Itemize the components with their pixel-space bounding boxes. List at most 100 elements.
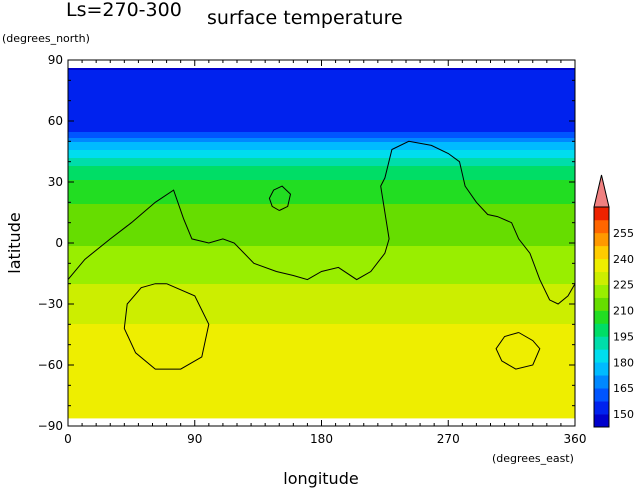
temperature-band bbox=[68, 324, 575, 327]
temperature-band bbox=[68, 396, 575, 399]
temperature-band bbox=[68, 272, 575, 275]
temperature-band bbox=[68, 176, 575, 179]
temperature-band bbox=[68, 406, 575, 409]
temperature-band bbox=[68, 372, 575, 375]
colorbar-label: 165 bbox=[613, 382, 634, 395]
temperature-band bbox=[68, 242, 575, 245]
temperature-band bbox=[68, 236, 575, 239]
y-tick-label: −30 bbox=[38, 297, 63, 311]
temperature-band bbox=[68, 82, 575, 85]
temperature-band bbox=[68, 380, 575, 383]
temperature-band bbox=[68, 360, 575, 363]
temperature-band bbox=[68, 368, 575, 371]
temperature-band bbox=[68, 114, 575, 117]
temperature-band bbox=[68, 150, 575, 153]
temperature-band bbox=[68, 344, 575, 347]
colorbar-label: 195 bbox=[613, 330, 634, 343]
x-axis-label: longitude bbox=[283, 469, 358, 488]
temperature-band bbox=[68, 250, 575, 253]
temperature-band bbox=[68, 412, 575, 415]
temperature-band bbox=[68, 188, 575, 191]
temperature-band bbox=[68, 190, 575, 193]
temperature-band bbox=[68, 116, 575, 119]
temperature-band bbox=[68, 414, 575, 417]
colorbar-swatch bbox=[594, 245, 609, 260]
temperature-band bbox=[68, 124, 575, 127]
temperature-band bbox=[68, 78, 575, 81]
temperature-band bbox=[68, 246, 575, 249]
temperature-band bbox=[68, 220, 575, 223]
temperature-band bbox=[68, 282, 575, 285]
temperature-band bbox=[68, 398, 575, 401]
colorbar-overflow-arrow bbox=[593, 174, 610, 208]
temperature-band bbox=[68, 144, 575, 147]
temperature-band bbox=[68, 186, 575, 189]
x-tick-label: 270 bbox=[437, 432, 460, 446]
temperature-band bbox=[68, 156, 575, 159]
temperature-band bbox=[68, 96, 575, 99]
temperature-band bbox=[68, 302, 575, 305]
temperature-band bbox=[68, 142, 575, 145]
temperature-band bbox=[68, 408, 575, 411]
temperature-band bbox=[68, 306, 575, 309]
y-axis-label: latitude bbox=[5, 212, 24, 273]
colorbar-swatch bbox=[594, 336, 609, 350]
temperature-band bbox=[68, 326, 575, 329]
temperature-band bbox=[68, 388, 575, 391]
temperature-band bbox=[68, 376, 575, 379]
temperature-band bbox=[68, 110, 575, 113]
season-label: Ls=270-300 bbox=[66, 0, 182, 21]
temperature-band bbox=[68, 258, 575, 261]
temperature-band bbox=[68, 350, 575, 353]
temperature-band bbox=[68, 86, 575, 89]
colorbar-swatch bbox=[594, 362, 609, 376]
temperature-band bbox=[68, 334, 575, 337]
x-tick-label: 0 bbox=[64, 432, 72, 446]
temperature-band bbox=[68, 248, 575, 251]
temperature-band bbox=[68, 286, 575, 289]
temperature-band bbox=[68, 108, 575, 111]
contour-line bbox=[495, 332, 541, 370]
contour-line bbox=[67, 140, 576, 305]
x-tick-label: 90 bbox=[187, 432, 202, 446]
temperature-band bbox=[68, 224, 575, 227]
temperature-band bbox=[68, 92, 575, 95]
temperature-band bbox=[68, 290, 575, 293]
temperature-band bbox=[68, 194, 575, 197]
temperature-band bbox=[68, 304, 575, 307]
colorbar: 150 165 180 195 210 225 240 255 bbox=[593, 174, 634, 428]
colorbar-swatch bbox=[594, 375, 609, 389]
temperature-band bbox=[68, 276, 575, 279]
temperature-band bbox=[68, 312, 575, 315]
temperature-band bbox=[68, 98, 575, 101]
temperature-band bbox=[68, 102, 575, 105]
y-unit-label: (degrees_north) bbox=[2, 32, 90, 45]
temperature-band bbox=[68, 266, 575, 269]
temperature-band bbox=[68, 128, 575, 131]
temperature-band bbox=[68, 216, 575, 219]
temperature-band bbox=[68, 84, 575, 87]
colorbar-swatch bbox=[594, 284, 609, 298]
colorbar-swatch bbox=[594, 388, 609, 402]
temperature-band bbox=[68, 122, 575, 125]
temperature-band bbox=[68, 106, 575, 109]
y-tick-label: 0 bbox=[55, 236, 63, 250]
temperature-band bbox=[68, 364, 575, 367]
y-tick-label: 90 bbox=[48, 53, 63, 67]
temperature-band bbox=[68, 296, 575, 299]
temperature-band bbox=[68, 126, 575, 129]
temperature-band bbox=[68, 340, 575, 343]
colorbar-swatch bbox=[594, 401, 609, 415]
temperature-band bbox=[68, 264, 575, 267]
temperature-band bbox=[68, 210, 575, 213]
colorbar-swatch bbox=[594, 207, 609, 221]
temperature-band bbox=[68, 310, 575, 313]
colorbar-swatch bbox=[594, 219, 609, 234]
temperature-band bbox=[68, 196, 575, 199]
temperature-band bbox=[68, 164, 575, 167]
colorbar-label: 150 bbox=[613, 408, 634, 421]
temperature-band bbox=[68, 198, 575, 201]
colorbar-swatch bbox=[594, 349, 609, 363]
temperature-band bbox=[68, 154, 575, 157]
